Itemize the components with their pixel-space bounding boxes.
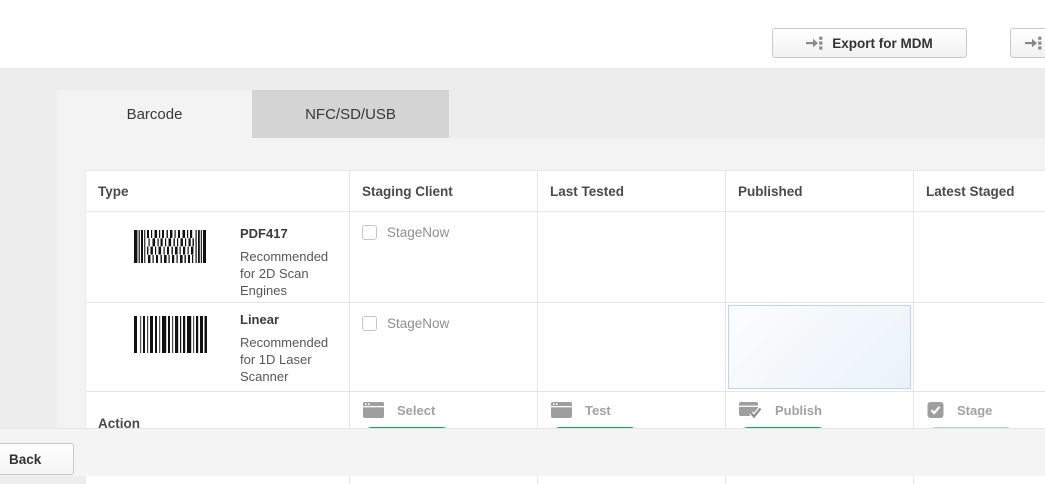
stagenow-label: StageNow <box>387 316 450 331</box>
type-cell-pdf417: PDF417 Recommended for 2D Scan Engines <box>86 212 350 302</box>
published-cell-linear <box>726 303 914 391</box>
back-button-label: Back <box>9 451 42 467</box>
table-row-pdf417: PDF417 Recommended for 2D Scan Engines S… <box>86 212 1045 303</box>
latest-staged-cell-linear <box>914 303 1045 391</box>
column-header-type: Type <box>86 171 350 211</box>
footer-bar: Back <box>0 428 1045 476</box>
tab-barcode[interactable]: Barcode <box>57 90 252 138</box>
table-header-row: Type Staging Client Last Tested Publishe… <box>86 171 1045 212</box>
export-second-button[interactable]: Ex <box>1010 28 1045 58</box>
type-name: Linear <box>240 312 280 327</box>
last-tested-cell-pdf417 <box>538 212 726 302</box>
published-cell-pdf417 <box>726 212 914 302</box>
action-select-label: Select <box>397 402 436 418</box>
type-text-block: PDF417 Recommended for 2D Scan Engines <box>240 226 344 302</box>
column-header-last-tested: Last Tested <box>538 171 726 211</box>
last-tested-cell-linear <box>538 303 726 391</box>
column-header-latest-staged: Latest Staged <box>914 171 1045 211</box>
checkbox-check-icon <box>927 402 944 418</box>
tab-nfc-sd-usb-label: NFC/SD/USB <box>305 105 396 123</box>
type-description: Recommended for 2D Scan Engines <box>240 249 329 298</box>
export-for-mdm-button[interactable]: Export for MDM <box>772 28 967 58</box>
latest-staged-cell-pdf417 <box>914 212 1045 302</box>
column-header-staging-client: Staging Client <box>350 171 538 211</box>
export-arrow-icon <box>806 36 823 50</box>
window-icon <box>551 402 572 418</box>
staging-client-cell-linear: StageNow <box>350 303 538 391</box>
action-publish-label: Publish <box>775 402 822 418</box>
action-stage-label: Stage <box>957 402 993 418</box>
published-cell-highlight[interactable] <box>728 305 911 389</box>
type-name: PDF417 <box>240 226 288 241</box>
window-check-icon <box>739 401 762 419</box>
stagenow-checkbox[interactable] <box>362 316 377 331</box>
export-arrow-icon <box>1025 36 1042 50</box>
action-test-label: Test <box>585 402 611 418</box>
staging-client-cell-pdf417: StageNow <box>350 212 538 302</box>
column-header-published: Published <box>726 171 914 211</box>
type-description: Recommended for 1D Laser Scanner <box>240 335 329 384</box>
window-icon <box>363 402 384 418</box>
linear-barcode-image <box>134 316 207 391</box>
back-button[interactable]: Back <box>0 443 74 475</box>
type-cell-linear: Linear Recommended for 1D Laser Scanner <box>86 303 350 391</box>
export-for-mdm-label: Export for MDM <box>832 35 933 51</box>
tab-nfc-sd-usb[interactable]: NFC/SD/USB <box>252 90 449 138</box>
type-text-block: Linear Recommended for 1D Laser Scanner <box>240 312 344 391</box>
table-row-linear: Linear Recommended for 1D Laser Scanner … <box>86 303 1045 392</box>
stagenow-checkbox[interactable] <box>362 225 377 240</box>
pdf417-barcode-image <box>134 230 206 302</box>
top-bar: Export for MDM Ex <box>0 0 1045 68</box>
stagenow-label: StageNow <box>387 225 450 240</box>
tab-barcode-label: Barcode <box>126 105 183 123</box>
